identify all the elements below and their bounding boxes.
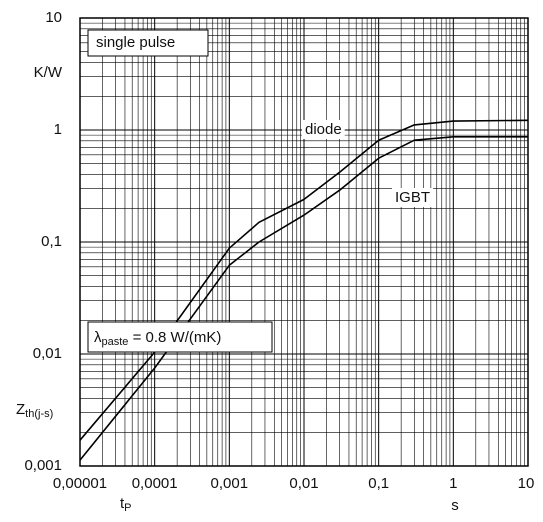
y-tick-label: 0,01 <box>33 345 62 362</box>
x-label: tP <box>120 495 132 514</box>
symbol: λ <box>94 329 102 346</box>
text: = 0.8 W/(mK) <box>128 329 221 346</box>
main: t <box>120 495 125 512</box>
plot-frame <box>79 17 529 467</box>
series-label: diode <box>305 121 342 138</box>
x-unit: s <box>451 497 459 514</box>
annotation-box <box>87 29 209 57</box>
series-line <box>79 119 529 441</box>
x-tick-label: 0,00001 <box>53 475 107 492</box>
x-tick-label: 10 <box>518 475 535 492</box>
paste-note: λpaste = 0.8 W/(mK) <box>94 329 221 348</box>
x-tick-label: 0,0001 <box>132 475 178 492</box>
x-tick-label: 0,1 <box>368 475 389 492</box>
y-tick-label: 10 <box>45 9 62 26</box>
x-tick-label: 0,001 <box>211 475 249 492</box>
series-lines <box>79 119 529 461</box>
series-label: IGBT <box>395 189 430 206</box>
subscript: P <box>124 502 131 514</box>
y-tick-label: 0,001 <box>24 457 62 474</box>
x-tick-label: 1 <box>449 475 457 492</box>
series-label-bg <box>302 119 345 139</box>
y-unit: K/W <box>34 64 63 81</box>
x-tick-label: 0,01 <box>289 475 318 492</box>
grid <box>79 17 529 467</box>
annotation: single pulse <box>96 34 175 51</box>
y-label: Zth(j-s) <box>16 401 53 420</box>
annotation-box <box>87 321 273 353</box>
y-tick-label: 1 <box>54 121 62 138</box>
y-tick-label: 0,1 <box>41 233 62 250</box>
subscript: th(j-s) <box>25 408 53 420</box>
subscript: paste <box>102 336 129 348</box>
series-line <box>79 136 528 461</box>
series-label-bg <box>392 187 434 207</box>
main: Z <box>16 401 25 418</box>
